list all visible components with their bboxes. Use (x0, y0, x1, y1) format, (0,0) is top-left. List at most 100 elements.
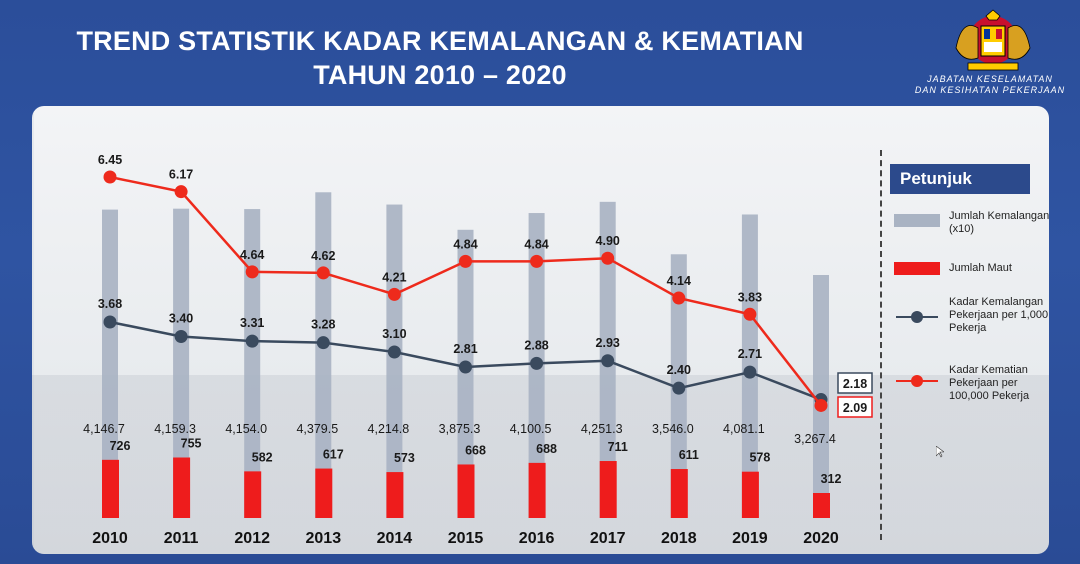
accidents-label-2013: 4,379.5 (296, 422, 338, 436)
fatal-label-2020: 312 (821, 472, 842, 486)
accident-rate-label-2010: 3.68 (98, 297, 122, 311)
x-tick-2018: 2018 (661, 530, 697, 547)
fatal-bar-2012 (244, 471, 262, 518)
accident-rate-point-2011 (174, 329, 188, 343)
accidents-label-2016: 4,100.5 (510, 422, 552, 436)
fatal-bar-2020 (813, 493, 830, 518)
x-tick-2014: 2014 (377, 530, 413, 547)
accident-rate-point-2014 (387, 345, 401, 359)
accidents-label-2010: 4,146.7 (83, 422, 125, 436)
accident-rate-point-2010 (103, 315, 117, 329)
fatal-label-2013: 617 (323, 448, 344, 462)
fatal-label-2016: 688 (536, 442, 557, 456)
death-rate-point-2011 (174, 185, 188, 199)
fatal-bar-2011 (173, 457, 191, 518)
death-rate-point-2013 (316, 266, 330, 280)
accidents-label-2020: 3,267.4 (794, 432, 836, 446)
fatal-label-2017: 711 (608, 440, 628, 454)
title-line-1: TREND STATISTIK KADAR KEMALANGAN & KEMAT… (76, 26, 804, 56)
agency-line-1: JABATAN KESELAMATAN (927, 74, 1053, 84)
fatal-label-2019: 578 (749, 451, 770, 465)
fatal-bar-2010 (102, 459, 119, 518)
fatal-bar-2013 (315, 468, 333, 518)
death-rate-point-2014 (387, 287, 401, 301)
accidents-label-2018: 3,546.0 (652, 422, 694, 436)
accidents-bar-2015 (457, 229, 474, 518)
death-rate-point-2016 (530, 254, 544, 268)
accident-rate-point-2016 (530, 356, 544, 370)
accident-rate-point-2018 (672, 381, 686, 395)
death-rate-label-2010: 6.45 (98, 153, 122, 167)
x-tick-2011: 2011 (164, 530, 199, 547)
x-tick-2020: 2020 (803, 530, 839, 547)
accident-rate-label-2019: 2.71 (738, 347, 762, 361)
mouse-cursor-icon (936, 446, 944, 458)
death-rate-label-2019: 3.83 (738, 290, 762, 304)
fatal-bar-2017 (599, 461, 617, 518)
accidents-bar-2014 (386, 204, 403, 518)
fatal-label-2018: 611 (679, 448, 699, 462)
accident-rate-box-2020 (837, 372, 873, 394)
death-rate-point-2018 (672, 291, 686, 305)
accidents-label-2012: 4,154.0 (225, 422, 267, 436)
accident-rate-point-2013 (316, 336, 330, 350)
accident-rate-label-2014: 3.10 (382, 327, 406, 341)
accident-rate-label-2018: 2.40 (667, 363, 691, 377)
accidents-label-2015: 3,875.3 (439, 422, 481, 436)
death-rate-point-2019 (743, 307, 757, 321)
death-rate-label-2014: 4.21 (382, 270, 406, 284)
fatal-bar-2019 (741, 471, 759, 518)
fatal-label-2014: 573 (394, 451, 415, 465)
fatal-bar-2015 (457, 464, 475, 518)
accident-rate-label-2013: 3.28 (311, 318, 335, 332)
legend-label-fatal: Jumlah Maut (949, 262, 1012, 274)
fatal-bar-2018 (670, 469, 688, 518)
accident-rate-label-2015: 2.81 (453, 342, 477, 356)
x-tick-2016: 2016 (519, 530, 555, 547)
legend-swatch-death-rate (896, 375, 938, 387)
accidents-bar-2010 (102, 209, 118, 518)
death-rate-label-2013: 4.62 (311, 249, 335, 263)
death-rate-label-2015: 4.84 (453, 237, 477, 251)
legend-swatch-fatal (894, 262, 940, 275)
x-tick-2019: 2019 (732, 530, 768, 547)
legend-item-accident-rate: Kadar Kemalangan Pekerjaan per 1,000 Pek… (894, 296, 1054, 348)
accident-rate-label-2016: 2.88 (524, 338, 548, 352)
legend-label-accidents: Jumlah Kemalangan (x10) (949, 210, 1050, 235)
fatal-bar-2016 (528, 462, 546, 518)
fatal-label-2012: 582 (252, 450, 273, 464)
legend-swatch-accident-rate (896, 311, 938, 323)
death-rate-label-2017: 4.90 (596, 234, 620, 248)
death-rate-point-2020 (814, 398, 828, 412)
x-tick-2013: 2013 (306, 530, 342, 547)
legend-divider (880, 150, 882, 540)
fatal-label-2015: 668 (465, 443, 486, 457)
coat-of-arms-logo (955, 9, 1031, 71)
x-tick-2015: 2015 (448, 530, 484, 547)
x-tick-2010: 2010 (92, 530, 128, 547)
death-rate-label-2011: 6.17 (169, 168, 193, 182)
death-rate-point-2017 (601, 251, 615, 265)
death-rate-label-2020: 2.09 (843, 401, 867, 415)
legend-swatch-accidents (894, 214, 940, 227)
fatal-label-2010: 726 (110, 439, 131, 453)
title-line-2: TAHUN 2010 – 2020 (313, 60, 567, 90)
accident-rate-point-2017 (601, 354, 615, 368)
accidents-bar-2012 (244, 209, 261, 518)
accident-rate-label-2017: 2.93 (596, 336, 620, 350)
death-rate-label-2018: 4.14 (667, 274, 691, 288)
legend-item-accidents: Jumlah Kemalangan (x10) (894, 210, 1054, 250)
x-tick-2017: 2017 (590, 530, 626, 547)
accidents-label-2011: 4,159.3 (154, 422, 196, 436)
accidents-label-2014: 4,214.8 (368, 422, 410, 436)
accident-rate-label-2020: 2.18 (843, 377, 867, 391)
accident-rate-label-2012: 3.31 (240, 316, 264, 330)
death-rate-point-2012 (245, 265, 259, 279)
accident-rate-point-2019 (743, 365, 757, 379)
fatal-bar-2014 (386, 472, 404, 518)
death-rate-box-2020 (837, 396, 873, 418)
accident-rate-point-2012 (245, 334, 259, 348)
x-tick-2012: 2012 (234, 530, 270, 547)
accidents-label-2019: 4,081.1 (723, 422, 765, 436)
